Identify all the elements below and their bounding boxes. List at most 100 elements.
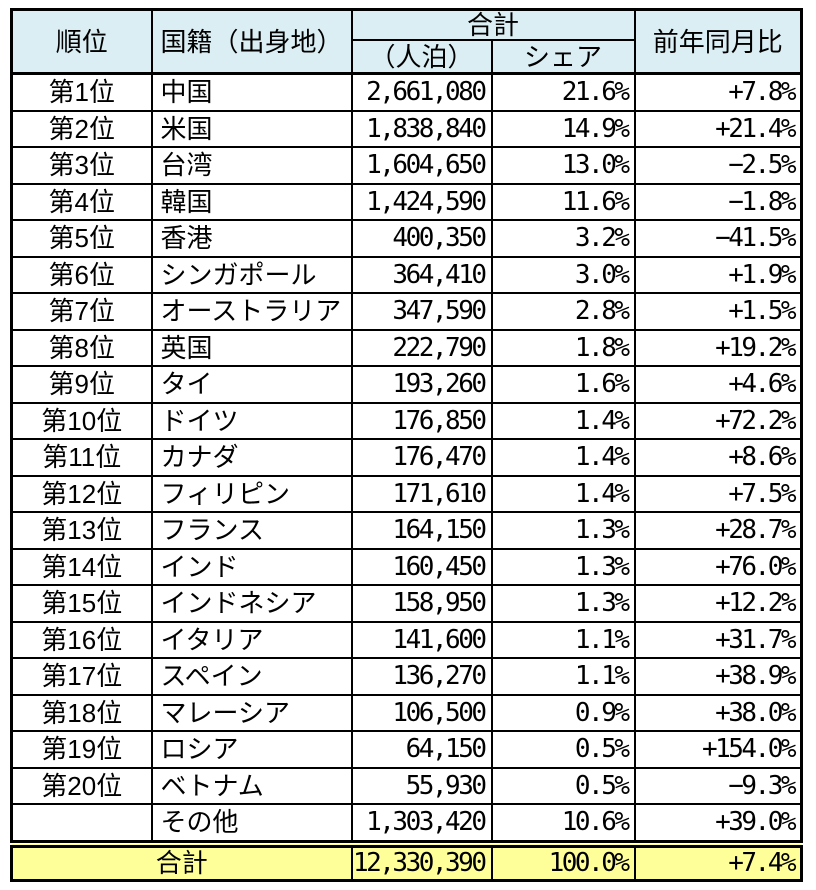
col-header-person-nights: （人泊） <box>350 39 493 75</box>
person-nights-cell: 160,450 <box>350 547 493 586</box>
table-row: その他 1,303,420 10.6% +39.0% <box>10 803 803 845</box>
person-nights-cell: 347,590 <box>350 292 493 331</box>
yoy-cell: −41.5% <box>633 219 803 258</box>
person-nights-cell: 171,610 <box>350 474 493 513</box>
table-row: 第16位 イタリア 141,600 1.1% +31.7% <box>10 620 803 659</box>
yoy-cell: +28.7% <box>633 511 803 550</box>
share-cell: 1.4% <box>490 438 636 477</box>
nationality-cell: スペイン <box>150 657 353 696</box>
person-nights-cell: 176,470 <box>350 438 493 477</box>
share-cell: 1.8% <box>490 328 636 367</box>
col-header-yoy: 前年同月比 <box>633 8 803 75</box>
person-nights-cell: 141,600 <box>350 620 493 659</box>
person-nights-cell: 64,150 <box>350 730 493 769</box>
yoy-cell: +21.4% <box>633 109 803 148</box>
person-nights-cell: 1,303,420 <box>350 803 493 845</box>
rank-cell: 第15位 <box>10 584 153 623</box>
total-yoy-cell: +7.4% <box>633 839 803 881</box>
rank-cell: 第10位 <box>10 401 153 440</box>
nationality-cell: 中国 <box>150 72 353 112</box>
table-row: 第1位 中国 2,661,080 21.6% +7.8% <box>10 72 803 112</box>
table-row: 第17位 スペイン 136,270 1.1% +38.9% <box>10 657 803 696</box>
person-nights-cell: 55,930 <box>350 766 493 805</box>
yoy-cell: +19.2% <box>633 328 803 367</box>
rank-cell: 第4位 <box>10 182 153 221</box>
col-header-nationality: 国籍（出身地） <box>150 8 353 75</box>
yoy-cell: +7.8% <box>633 72 803 112</box>
table-row: 第8位 英国 222,790 1.8% +19.2% <box>10 328 803 367</box>
share-cell: 1.3% <box>490 584 636 623</box>
nationality-cell: フランス <box>150 511 353 550</box>
nationality-cell: フィリピン <box>150 474 353 513</box>
table-row: 第7位 オーストラリア 347,590 2.8% +1.5% <box>10 292 803 331</box>
person-nights-cell: 158,950 <box>350 584 493 623</box>
yoy-cell: +38.0% <box>633 693 803 732</box>
person-nights-cell: 1,838,840 <box>350 109 493 148</box>
total-person-nights-cell: 12,330,390 <box>350 839 493 881</box>
yoy-cell: +76.0% <box>633 547 803 586</box>
share-cell: 2.8% <box>490 292 636 331</box>
table-row: 第6位 シンガポール 364,410 3.0% +1.9% <box>10 255 803 294</box>
nationality-cell: カナダ <box>150 438 353 477</box>
nationality-cell: インドネシア <box>150 584 353 623</box>
rank-cell: 第9位 <box>10 365 153 404</box>
header-row-1: 順位 国籍（出身地） 合計 前年同月比 <box>10 8 803 75</box>
nationality-cell: 英国 <box>150 328 353 367</box>
share-cell: 1.1% <box>490 657 636 696</box>
nationality-cell: シンガポール <box>150 255 353 294</box>
nationality-cell: ドイツ <box>150 401 353 440</box>
share-cell: 13.0% <box>490 146 636 185</box>
nationality-cell: イタリア <box>150 620 353 659</box>
person-nights-cell: 1,604,650 <box>350 146 493 185</box>
table-body: 第1位 中国 2,661,080 21.6% +7.8% 第2位 米国 1,83… <box>10 72 803 845</box>
table-row: 第5位 香港 400,350 3.2% −41.5% <box>10 219 803 258</box>
nationality-cell: ロシア <box>150 730 353 769</box>
yoy-cell: +12.2% <box>633 584 803 623</box>
nationality-cell: 米国 <box>150 109 353 148</box>
total-row: 合計 12,330,390 100.0% +7.4% <box>10 839 803 881</box>
table-row: 第15位 インドネシア 158,950 1.3% +12.2% <box>10 584 803 623</box>
col-header-share: シェア <box>490 39 636 75</box>
yoy-cell: +1.5% <box>633 292 803 331</box>
total-share-cell: 100.0% <box>490 839 636 881</box>
nationality-cell: 香港 <box>150 219 353 258</box>
yoy-cell: +154.0% <box>633 730 803 769</box>
table-row: 第11位 カナダ 176,470 1.4% +8.6% <box>10 438 803 477</box>
rank-cell: 第1位 <box>10 72 153 112</box>
nationality-cell: タイ <box>150 365 353 404</box>
table-row: 第18位 マレーシア 106,500 0.9% +38.0% <box>10 693 803 732</box>
rank-cell: 第12位 <box>10 474 153 513</box>
person-nights-cell: 222,790 <box>350 328 493 367</box>
person-nights-cell: 1,424,590 <box>350 182 493 221</box>
share-cell: 14.9% <box>490 109 636 148</box>
table-row: 第20位 ベトナム 55,930 0.5% −9.3% <box>10 766 803 805</box>
yoy-cell: +72.2% <box>633 401 803 440</box>
nationality-cell: 韓国 <box>150 182 353 221</box>
rank-cell <box>10 803 153 845</box>
table-row: 第3位 台湾 1,604,650 13.0% −2.5% <box>10 146 803 185</box>
table-row: 第9位 タイ 193,260 1.6% +4.6% <box>10 365 803 404</box>
col-header-total-group: 合計 <box>350 8 636 41</box>
share-cell: 21.6% <box>490 72 636 112</box>
rank-cell: 第6位 <box>10 255 153 294</box>
yoy-cell: +38.9% <box>633 657 803 696</box>
yoy-cell: −9.3% <box>633 766 803 805</box>
table-row: 第19位 ロシア 64,150 0.5% +154.0% <box>10 730 803 769</box>
rank-cell: 第5位 <box>10 219 153 258</box>
share-cell: 3.0% <box>490 255 636 294</box>
table-row: 第4位 韓国 1,424,590 11.6% −1.8% <box>10 182 803 221</box>
rank-cell: 第20位 <box>10 766 153 805</box>
yoy-cell: +31.7% <box>633 620 803 659</box>
yoy-cell: +4.6% <box>633 365 803 404</box>
person-nights-cell: 400,350 <box>350 219 493 258</box>
yoy-cell: −2.5% <box>633 146 803 185</box>
rank-cell: 第11位 <box>10 438 153 477</box>
table-row: 第10位 ドイツ 176,850 1.4% +72.2% <box>10 401 803 440</box>
nationality-cell: マレーシア <box>150 693 353 732</box>
person-nights-cell: 2,661,080 <box>350 72 493 112</box>
yoy-cell: +8.6% <box>633 438 803 477</box>
share-cell: 1.4% <box>490 401 636 440</box>
rank-cell: 第13位 <box>10 511 153 550</box>
share-cell: 1.1% <box>490 620 636 659</box>
rank-cell: 第3位 <box>10 146 153 185</box>
